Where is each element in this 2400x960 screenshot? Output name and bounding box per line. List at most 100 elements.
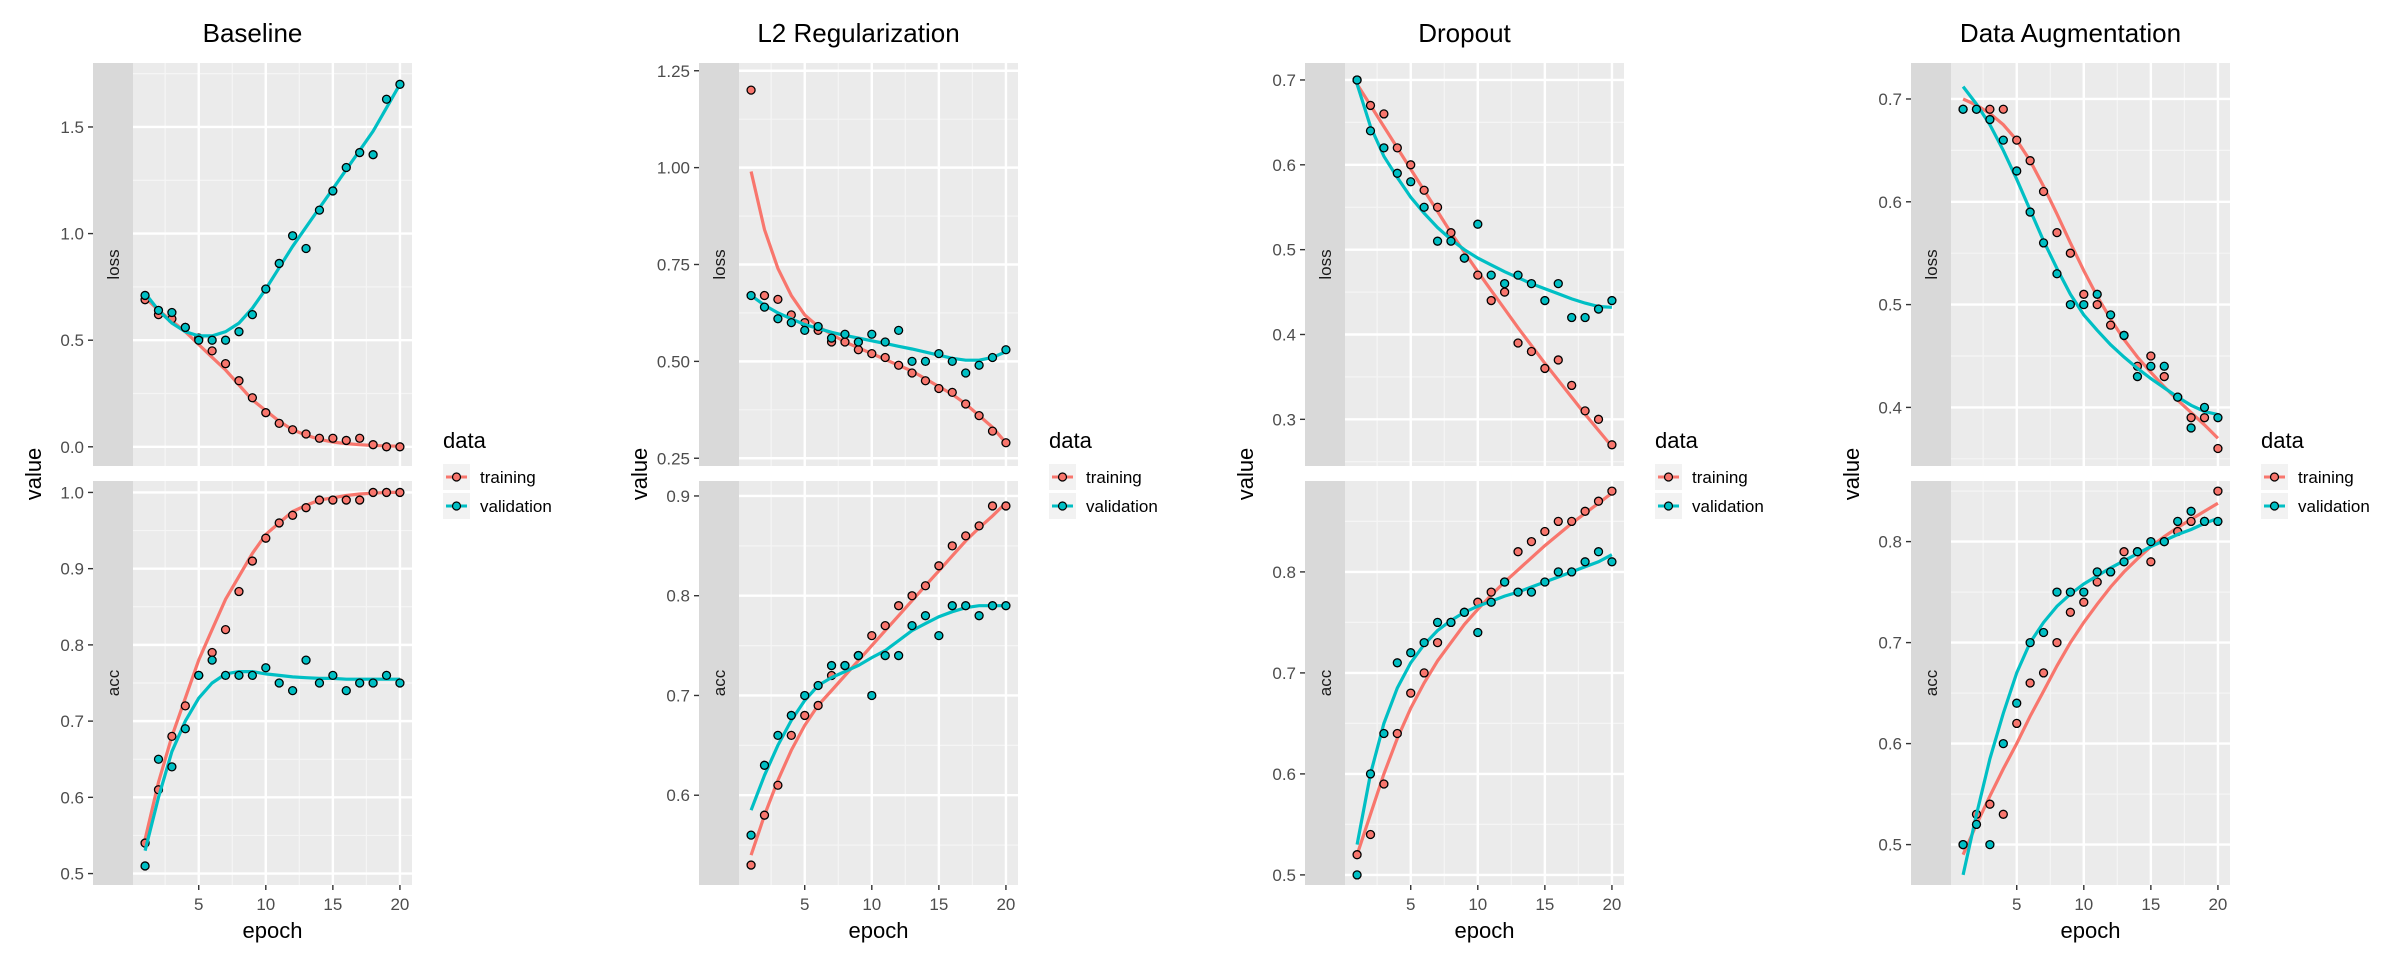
data-point-training xyxy=(1593,496,1604,506)
series-line-validation xyxy=(1961,516,2219,876)
data-point-training xyxy=(853,345,864,355)
data-point-validation xyxy=(1392,168,1402,178)
data-point-validation xyxy=(247,670,258,681)
facet-strip xyxy=(1911,481,1951,885)
chart-title: Baseline xyxy=(203,18,303,48)
data-point-validation xyxy=(167,762,177,772)
data-point-training xyxy=(987,501,998,511)
series-line-validation xyxy=(1355,83,1612,309)
facet-strip xyxy=(93,481,133,885)
data-point-validation xyxy=(826,333,837,343)
y-tick-label: 0.5 xyxy=(60,865,84,884)
data-point-training xyxy=(314,433,325,443)
data-point-validation xyxy=(1365,769,1376,779)
facet-strip-label: acc xyxy=(1316,669,1335,696)
data-point-validation xyxy=(220,670,231,681)
data-point-validation xyxy=(2132,547,2143,557)
data-point-training xyxy=(1379,779,1389,789)
y-tick-label: 0.4 xyxy=(1272,325,1296,344)
y-tick-label: 0.25 xyxy=(657,449,690,468)
y-tick-label: 0.6 xyxy=(1272,765,1296,784)
x-tick-label: 5 xyxy=(194,895,203,914)
facet-strip xyxy=(93,63,133,466)
x-axis-label: epoch xyxy=(2061,918,2121,943)
data-point-validation xyxy=(2092,289,2102,299)
data-point-validation xyxy=(247,309,258,320)
legend-title: data xyxy=(443,428,487,453)
data-point-validation xyxy=(961,368,971,378)
facet-strip-label: loss xyxy=(104,249,123,279)
data-point-validation xyxy=(1352,75,1362,85)
y-tick-label: 0.7 xyxy=(1878,90,1902,109)
data-point-validation xyxy=(840,660,850,671)
y-tick-label: 1.0 xyxy=(60,483,84,502)
data-point-training xyxy=(167,731,177,742)
data-point-training xyxy=(2012,135,2022,145)
data-point-training xyxy=(1513,547,1523,557)
data-point-training xyxy=(961,399,971,409)
data-point-validation xyxy=(287,685,298,696)
data-point-training xyxy=(1406,688,1416,698)
data-point-training xyxy=(907,591,917,601)
y-tick-label: 0.7 xyxy=(666,686,690,705)
y-tick-label: 0.0 xyxy=(60,438,84,457)
plot-panel xyxy=(739,481,1018,885)
y-tick-label: 0.7 xyxy=(1272,71,1296,90)
data-point-validation xyxy=(2132,371,2143,382)
data-point-validation xyxy=(2025,207,2035,217)
y-tick-label: 0.8 xyxy=(1878,533,1902,552)
data-point-training xyxy=(2025,678,2035,688)
data-point-training xyxy=(2199,413,2210,423)
data-point-training xyxy=(1998,104,2008,114)
y-tick-label: 0.6 xyxy=(1878,735,1902,754)
data-point-validation xyxy=(1567,567,1577,577)
legend-entry-training: training xyxy=(1086,468,1142,487)
data-point-training xyxy=(1553,516,1563,527)
data-point-training xyxy=(2012,718,2022,729)
facet-strip xyxy=(699,63,739,466)
data-point-validation xyxy=(1419,202,1429,212)
data-point-validation xyxy=(1607,557,1617,567)
data-point-validation xyxy=(759,302,770,312)
data-point-training xyxy=(355,495,365,505)
data-point-training xyxy=(1392,728,1402,739)
data-point-validation xyxy=(234,670,244,681)
legend-title: data xyxy=(1655,428,1699,453)
data-point-validation xyxy=(773,314,783,324)
data-point-validation xyxy=(2105,310,2116,320)
y-tick-label: 0.7 xyxy=(1878,634,1902,653)
data-point-validation xyxy=(2065,587,2076,597)
data-point-training xyxy=(947,541,957,551)
x-tick-label: 15 xyxy=(323,895,342,914)
data-point-training xyxy=(1580,506,1590,516)
legend-entry-validation: validation xyxy=(1086,497,1158,516)
y-tick-label: 0.3 xyxy=(1272,410,1296,429)
data-point-validation xyxy=(2092,567,2102,577)
data-point-training xyxy=(773,780,783,790)
data-point-validation xyxy=(1593,304,1604,314)
legend-key-point xyxy=(1663,472,1674,482)
data-point-training xyxy=(907,368,917,378)
data-point-validation xyxy=(746,290,756,301)
data-point-training xyxy=(2146,557,2156,567)
legend-entry-validation: validation xyxy=(2298,497,2370,516)
data-point-training xyxy=(355,433,365,443)
data-point-validation xyxy=(759,760,770,770)
data-point-validation xyxy=(381,670,392,681)
data-point-validation xyxy=(207,655,217,665)
facet-strip xyxy=(699,481,739,885)
y-tick-label: 0.6 xyxy=(1272,156,1296,175)
y-tick-label: 0.6 xyxy=(60,788,84,807)
chart-facet-0: Baseline loss 0.0 0.5 1.0 1.5 acc 0.5 0.6 0.7 0.8 0… xyxy=(0,0,600,960)
x-tick-label: 5 xyxy=(2012,895,2021,914)
data-point-training xyxy=(1607,486,1617,496)
data-point-training xyxy=(961,531,971,541)
data-point-training xyxy=(1580,406,1590,416)
data-point-validation xyxy=(1486,597,1496,607)
data-point-validation xyxy=(947,601,957,611)
data-point-validation xyxy=(2079,587,2089,597)
x-tick-label: 5 xyxy=(800,895,809,914)
y-tick-label: 0.7 xyxy=(1272,664,1296,683)
legend-key-point xyxy=(451,472,462,482)
data-point-training xyxy=(180,701,190,711)
